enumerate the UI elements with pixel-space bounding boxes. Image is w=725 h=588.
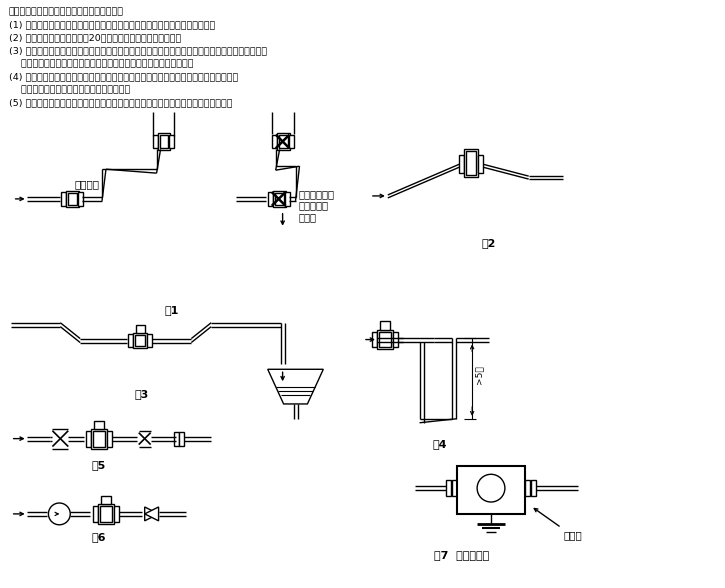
Bar xyxy=(153,135,157,148)
Bar xyxy=(94,421,104,429)
Bar xyxy=(100,506,112,522)
Text: 有可能造成仪表测量误差或不能正常工作。: 有可能造成仪表测量误差或不能正常工作。 xyxy=(9,85,130,94)
Bar xyxy=(91,429,107,449)
Bar xyxy=(133,333,146,349)
Bar xyxy=(275,193,283,205)
Bar xyxy=(285,192,289,206)
Polygon shape xyxy=(268,369,323,404)
Bar xyxy=(447,480,452,496)
Bar xyxy=(464,149,478,177)
Bar xyxy=(531,480,536,496)
Text: 图3: 图3 xyxy=(135,389,149,399)
Bar xyxy=(457,466,525,514)
Text: (4) 参数设定：用户根据使用需要，可做必要的参数设定。但随意改动各种出厂设定值，: (4) 参数设定：用户根据使用需要，可做必要的参数设定。但随意改动各种出厂设定值… xyxy=(9,72,238,81)
Bar xyxy=(62,192,66,206)
Text: 图1: 图1 xyxy=(165,305,178,315)
Bar xyxy=(98,504,114,524)
Bar xyxy=(525,480,530,496)
Bar xyxy=(78,192,83,206)
Bar xyxy=(179,432,184,446)
Bar xyxy=(136,325,145,333)
Bar xyxy=(114,506,119,522)
Bar xyxy=(377,330,393,349)
Bar xyxy=(66,191,79,207)
Bar xyxy=(107,430,112,446)
Bar xyxy=(289,135,294,148)
Bar xyxy=(380,320,390,330)
Text: (3) 零点跟踪：为保证精度，需要进行零点跟踪。电磁流量计的测量管充满液体并确定液体静止后，: (3) 零点跟踪：为保证精度，需要进行零点跟踪。电磁流量计的测量管充满液体并确定… xyxy=(9,46,267,55)
Text: 正确安装: 正确安装 xyxy=(74,179,99,189)
Text: 图2: 图2 xyxy=(482,238,496,248)
Text: >5米: >5米 xyxy=(474,365,483,383)
Bar xyxy=(478,155,483,173)
Polygon shape xyxy=(145,507,159,521)
Bar xyxy=(175,432,179,446)
Bar xyxy=(466,151,476,175)
Bar xyxy=(101,496,111,504)
Text: 变送器: 变送器 xyxy=(563,530,582,540)
Bar xyxy=(86,430,91,446)
Bar xyxy=(135,335,145,346)
Bar xyxy=(277,132,289,151)
Text: 图5: 图5 xyxy=(92,460,106,470)
Text: 流量计安装后，一般经以下步骤可正式使用。: 流量计安装后，一般经以下步骤可正式使用。 xyxy=(9,8,124,16)
Text: 图7  接地示意图: 图7 接地示意图 xyxy=(434,550,489,560)
Bar xyxy=(268,192,273,206)
Bar xyxy=(372,332,377,348)
Bar xyxy=(379,332,391,348)
Bar xyxy=(128,333,133,348)
Bar xyxy=(160,135,168,148)
Bar xyxy=(273,191,286,207)
Bar xyxy=(68,193,77,205)
Text: (2) 通电预热：通电后，预热20分钟，仪表一般就能正常测量。: (2) 通电预热：通电后，预热20分钟，仪表一般就能正常测量。 xyxy=(9,34,181,42)
Text: 图4: 图4 xyxy=(432,439,447,449)
Text: 容易产生介质
非满管一错
误安装: 容易产生介质 非满管一错 误安装 xyxy=(299,189,334,222)
Text: 就可以进行零点校准，然后保存（确认）。根据现场具体情况来定。: 就可以进行零点校准，然后保存（确认）。根据现场具体情况来定。 xyxy=(9,59,194,68)
Bar xyxy=(93,430,105,446)
Text: (1) 安装检查：检查管线安装是否正确，各连线是否正确可靠，特别是接地线。: (1) 安装检查：检查管线安装是否正确，各连线是否正确可靠，特别是接地线。 xyxy=(9,21,215,29)
Bar xyxy=(272,135,277,148)
Bar xyxy=(452,480,457,496)
Text: (5) 根据介质粘附程度，应定期清理流量计内壁和电极，并注意勿使衬里与电极受损。: (5) 根据介质粘附程度，应定期清理流量计内壁和电极，并注意勿使衬里与电极受损。 xyxy=(9,98,232,107)
Bar xyxy=(170,135,175,148)
Bar xyxy=(278,135,288,148)
Text: 图6: 图6 xyxy=(92,532,107,542)
Bar xyxy=(393,332,398,348)
Bar xyxy=(157,132,170,151)
Bar xyxy=(459,155,464,173)
Bar xyxy=(93,506,98,522)
Bar xyxy=(146,333,152,348)
Polygon shape xyxy=(145,507,159,521)
